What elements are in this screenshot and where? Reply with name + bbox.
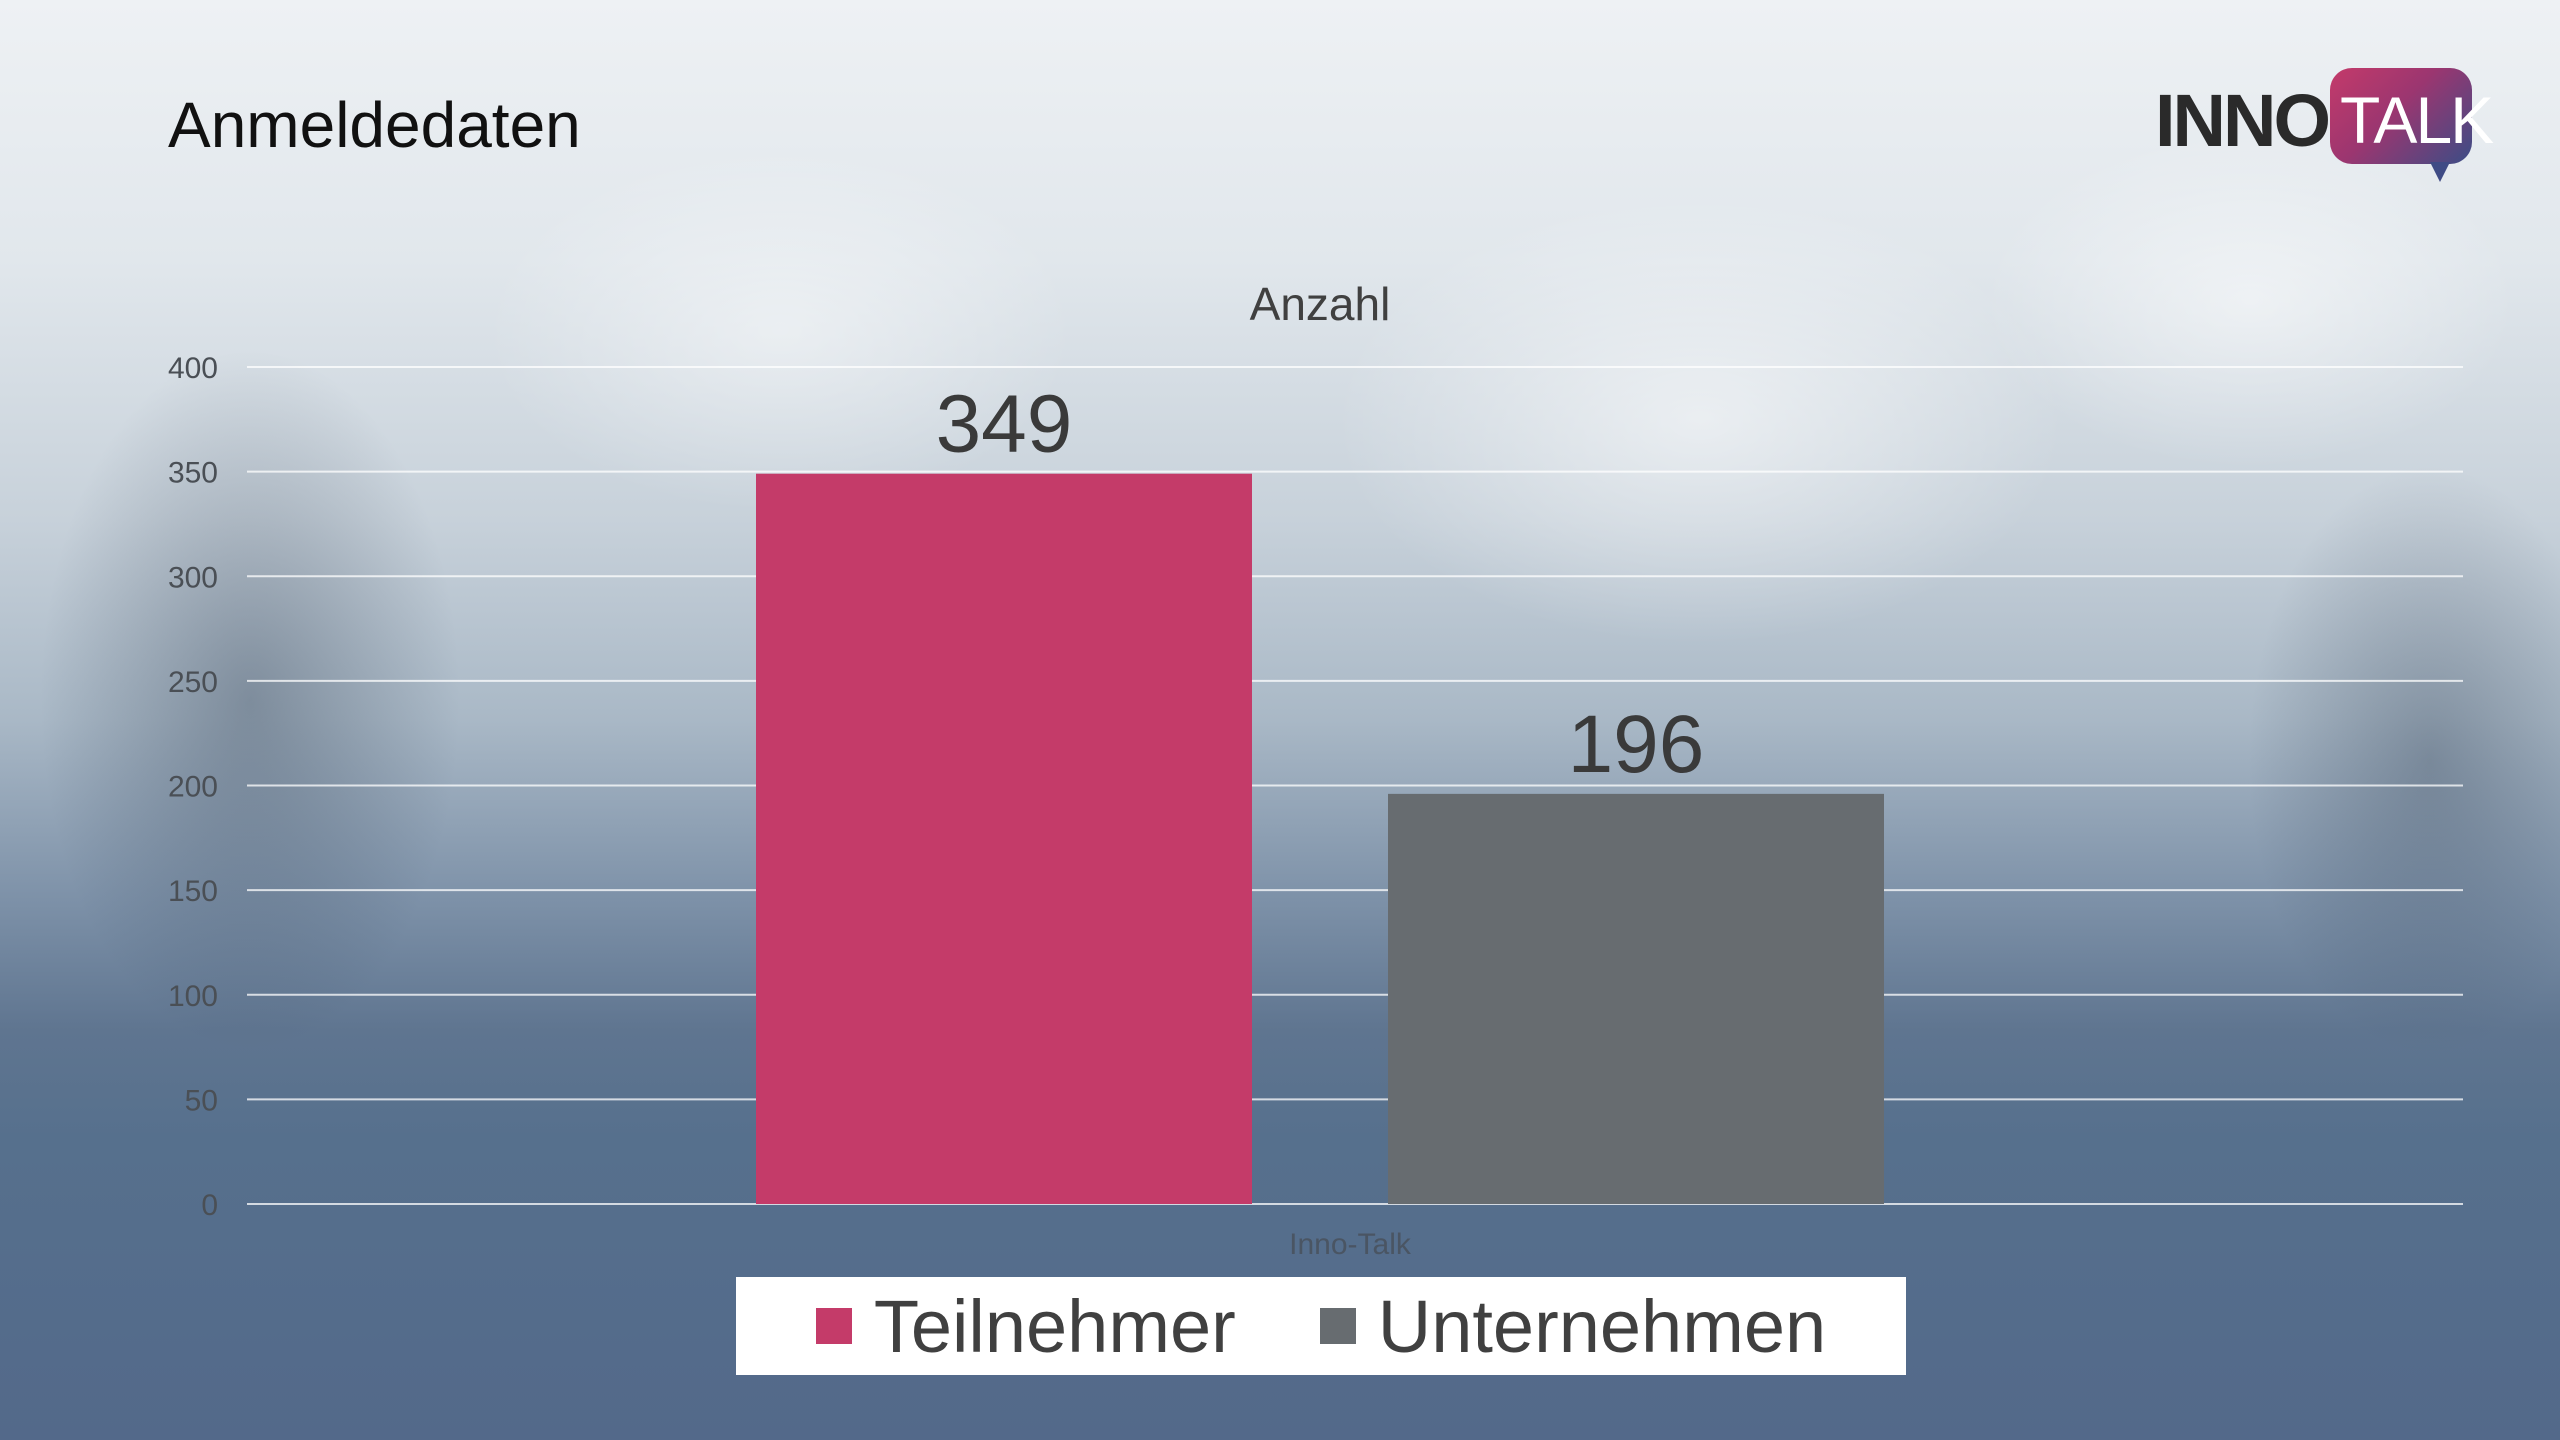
gridlines xyxy=(247,366,2463,1205)
y-tick-label: 300 xyxy=(168,561,218,594)
y-tick-label: 150 xyxy=(168,875,218,908)
bar-teilnehmer xyxy=(756,473,1252,1204)
legend-swatch-unternehmen xyxy=(1319,1308,1356,1344)
legend-item-unternehmen: Unternehmen xyxy=(1319,1284,1827,1369)
y-tick-label: 0 xyxy=(201,1189,218,1222)
legend-item-teilnehmer: Teilnehmer xyxy=(815,1284,1236,1369)
bars xyxy=(756,473,1884,1204)
logo-talk-text: TALK xyxy=(2340,83,2494,157)
y-tick-label: 250 xyxy=(168,666,218,699)
y-tick-label: 400 xyxy=(168,352,218,385)
y-axis-tick-labels: 0 50 100 150 200 250 300 350 400 xyxy=(168,352,218,1222)
y-tick-label: 100 xyxy=(168,980,218,1013)
legend-label-unternehmen: Unternehmen xyxy=(1377,1284,1827,1368)
x-tick-label: Inno-Talk xyxy=(1289,1228,1412,1261)
bar-unternehmen xyxy=(1388,793,1884,1204)
y-tick-label: 50 xyxy=(185,1084,218,1117)
data-label-teilnehmer: 349 xyxy=(936,379,1073,470)
chart-legend: Teilnehmer Unternehmen xyxy=(736,1277,1906,1375)
y-tick-label: 350 xyxy=(168,457,218,490)
speech-bubble-icon: TALK xyxy=(2330,68,2494,182)
chart-title: Anzahl xyxy=(1250,278,1391,330)
x-axis-tick-labels: Inno-Talk xyxy=(1289,1228,1412,1261)
data-labels: 349 196 xyxy=(936,379,1705,790)
logo-inno-text: INNO xyxy=(2155,79,2331,162)
legend-label-teilnehmer: Teilnehmer xyxy=(873,1284,1236,1368)
data-label-unternehmen: 196 xyxy=(1568,699,1705,790)
page-title: Anmeldedaten xyxy=(168,89,581,161)
y-tick-label: 200 xyxy=(168,771,218,804)
inno-talk-logo: INNO TALK xyxy=(2155,64,2494,182)
legend-swatch-teilnehmer xyxy=(815,1308,852,1344)
